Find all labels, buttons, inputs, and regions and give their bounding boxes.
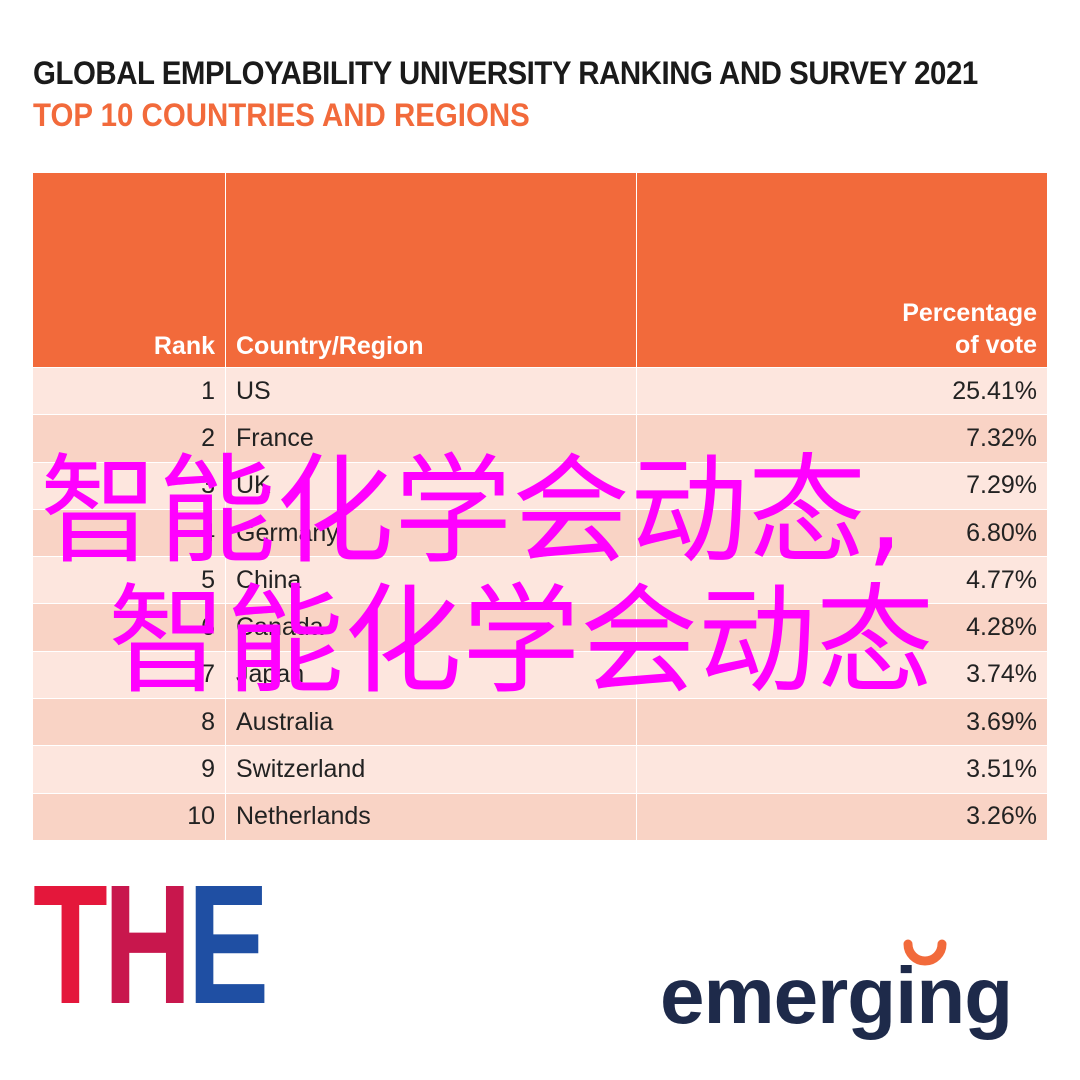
header-text: Country/Region <box>236 332 424 360</box>
table-cell: Netherlands <box>226 793 637 840</box>
table-cell: 10 <box>33 793 226 840</box>
table-cell: 6 <box>33 604 226 651</box>
table-cell: 8 <box>33 699 226 746</box>
table-cell: 5 <box>33 557 226 604</box>
table-cell: 3.74% <box>966 660 1037 689</box>
table-cell: 6.80% <box>966 518 1037 547</box>
table-cell: Germany <box>226 509 637 557</box>
table-cell: 4 <box>33 509 226 557</box>
watermark: 智能化学会动态 <box>108 572 935 710</box>
header-cell: Country/Region <box>226 173 637 367</box>
table-cell: 25.41% <box>952 376 1037 405</box>
table-row: 8 Australia 3.69% <box>33 698 1047 746</box>
table-row: 7 Japan 3.74% <box>33 650 1047 699</box>
table-cell: Switzerland <box>226 746 637 793</box>
header-row: Rank Country/Region Percentage of vote <box>33 173 1047 367</box>
table-cell: China <box>226 557 637 604</box>
table-row: 6 Canada 4.28% <box>33 603 1047 651</box>
table-cell: Canada <box>226 604 637 651</box>
table-cell: 7 <box>33 651 226 699</box>
header-cell: Rank <box>33 173 226 367</box>
table-cell: 4.77% <box>966 565 1037 594</box>
table-cell: UK <box>226 462 637 509</box>
watermark: 智能化学会动态, <box>40 442 904 580</box>
table-cell: 3.26% <box>966 802 1037 831</box>
table-cell: 3 <box>33 462 226 509</box>
table-cell: 3.69% <box>966 707 1037 736</box>
table-cell: 1 <box>33 368 226 415</box>
table-cell: 4.28% <box>966 613 1037 642</box>
table-row: 9 Switzerland 3.51% <box>33 745 1047 793</box>
emerging-logo: emerging <box>660 951 1013 1040</box>
header-cell: Percentage of vote <box>637 173 1047 367</box>
table-cell: 2 <box>33 415 226 462</box>
table-cell: Japan <box>226 651 637 699</box>
table-cell: France <box>226 415 637 462</box>
table-row: 1 US 25.41% <box>33 367 1047 415</box>
table-cell: US <box>226 368 637 415</box>
table-cell: 3.51% <box>966 755 1037 784</box>
table-row: 2 France 7.32% <box>33 414 1047 462</box>
table-cell: 9 <box>33 746 226 793</box>
header-text: Rank <box>153 332 215 360</box>
title: GLOBAL EMPLOYABILITY UNIVERSITY RANKING … <box>33 55 978 91</box>
table-row: 4 Germany 6.80% <box>33 508 1047 557</box>
table-row: 10 Netherlands 3.26% <box>33 792 1047 840</box>
table-row: 3 UK 7.29% <box>33 461 1047 509</box>
subtitle: TOP 10 COUNTRIES AND REGIONS <box>33 97 530 133</box>
table-cell: 7.32% <box>966 423 1037 452</box>
emerging-arc <box>903 939 947 966</box>
table-cell: Australia <box>226 699 637 746</box>
the-logo: THE <box>33 850 269 1040</box>
header-text: Percentage of vote <box>902 299 1037 359</box>
table-cell: 7.29% <box>966 471 1037 500</box>
table-row: 5 China 4.77% <box>33 556 1047 604</box>
table: Rank Country/Region Percentage of vote 1 US 2… <box>33 173 1047 840</box>
